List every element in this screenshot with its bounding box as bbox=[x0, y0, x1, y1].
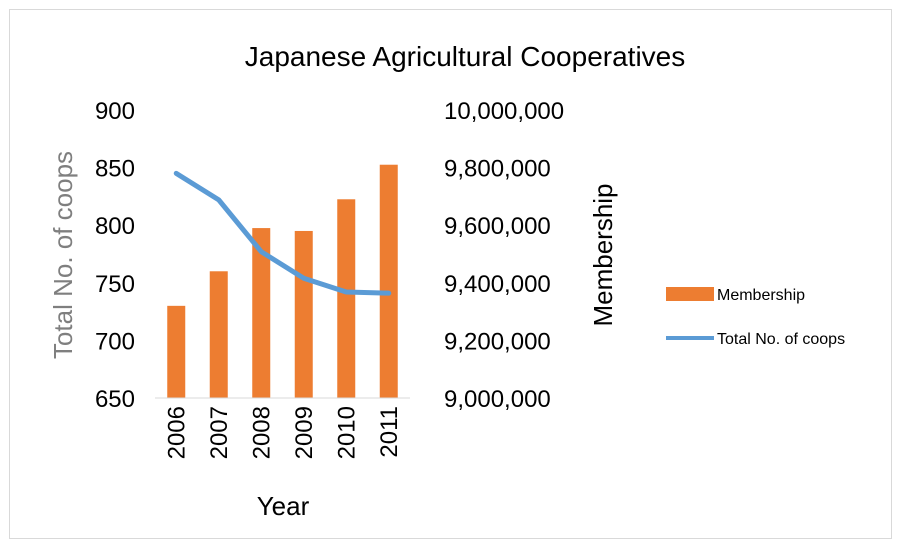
membership-bar bbox=[252, 228, 271, 398]
membership-bar bbox=[337, 199, 356, 398]
left-axis-ticks: 650 700 750 800 850 900 bbox=[95, 98, 135, 413]
x-tick-label: 2009 bbox=[291, 406, 318, 459]
chart-frame bbox=[9, 9, 892, 539]
membership-bar bbox=[167, 305, 186, 398]
x-tick-label: 2006 bbox=[163, 406, 190, 459]
right-tick-label: 9,200,000 bbox=[444, 328, 551, 355]
legend-swatch-membership bbox=[666, 287, 714, 301]
x-tick-label: 2011 bbox=[376, 406, 403, 458]
left-tick-label: 800 bbox=[95, 213, 135, 240]
x-axis-title: Year bbox=[257, 491, 310, 521]
x-tick-label: 2008 bbox=[248, 406, 275, 459]
legend-label-coops: Total No. of coops bbox=[717, 331, 845, 348]
left-axis-title: Total No. of coops bbox=[48, 151, 78, 359]
legend: Membership Total No. of coops bbox=[666, 287, 845, 348]
membership-bar bbox=[379, 164, 398, 398]
right-tick-label: 9,400,000 bbox=[444, 271, 551, 298]
x-tick-label: 2007 bbox=[206, 406, 233, 459]
membership-bar bbox=[209, 271, 228, 398]
left-tick-label: 900 bbox=[95, 98, 135, 125]
coops-line bbox=[173, 170, 392, 296]
right-tick-label: 10,000,000 bbox=[444, 98, 564, 125]
chart-title: Japanese Agricultural Cooperatives bbox=[245, 41, 685, 72]
x-axis-ticks: 2006 2007 2008 2009 2010 2011 bbox=[163, 406, 403, 459]
right-tick-label: 9,600,000 bbox=[444, 213, 551, 240]
membership-bars bbox=[167, 164, 398, 398]
membership-bar bbox=[294, 230, 313, 398]
right-tick-label: 9,800,000 bbox=[444, 156, 551, 183]
left-tick-label: 850 bbox=[95, 156, 135, 183]
legend-label-membership: Membership bbox=[717, 287, 805, 304]
left-tick-label: 700 bbox=[95, 328, 135, 355]
right-axis-title: Membership bbox=[588, 183, 618, 326]
right-tick-label: 9,000,000 bbox=[444, 386, 551, 413]
left-tick-label: 650 bbox=[95, 386, 135, 413]
x-tick-label: 2010 bbox=[333, 406, 360, 459]
right-axis-ticks: 9,000,000 9,200,000 9,400,000 9,600,000 9,80… bbox=[444, 98, 564, 413]
left-tick-label: 750 bbox=[95, 271, 135, 298]
